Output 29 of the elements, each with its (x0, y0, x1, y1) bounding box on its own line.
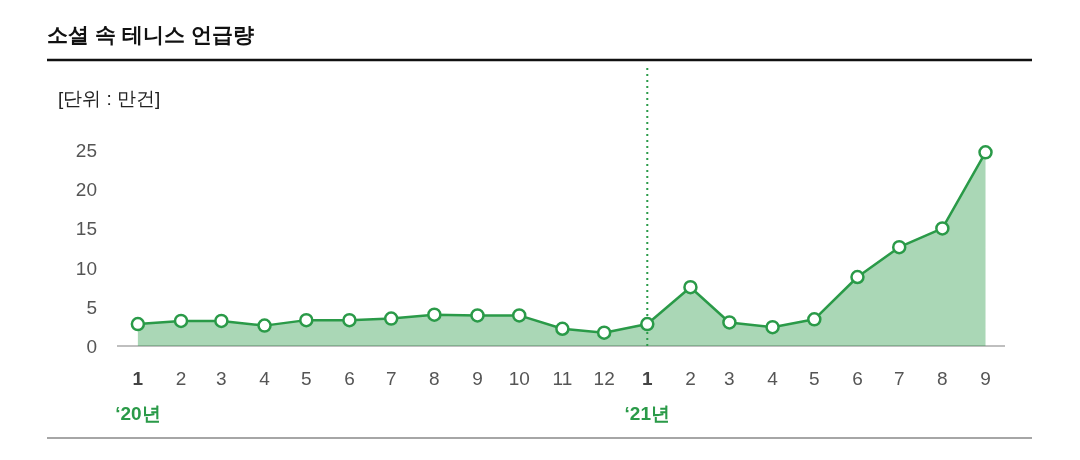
x-tick-label: 8 (429, 368, 440, 389)
x-tick-label: 10 (508, 368, 530, 389)
x-tick-label: 7 (385, 368, 397, 389)
x-tick-label: 3 (216, 368, 227, 389)
x-tick-label: 2 (175, 368, 187, 389)
title: 소셜 속 테니스 언급량 (47, 23, 254, 46)
y-tick-label: 0 (86, 335, 97, 357)
x-tick-label: 1 ‘20년 (115, 368, 161, 424)
x-tick-label: 5 (301, 368, 312, 389)
y-tick-label: 5 (86, 296, 97, 318)
x-tick-label: 4 (767, 368, 778, 389)
x-tick-label: 6 (852, 368, 863, 389)
x-tick-label: 11 (552, 368, 573, 389)
ylabel: [단위 : 만건] (58, 88, 161, 109)
x-tick-label: 12 (593, 368, 615, 389)
x-tick-label: 4 (259, 368, 270, 389)
y-tick-label: 10 (75, 257, 97, 279)
x-tick-label: 7 (893, 368, 905, 389)
y-tick-label: 25 (75, 139, 97, 161)
y-tick-label: 15 (75, 217, 97, 239)
x-tick-label: 6 (344, 368, 355, 389)
x-tick-label: 9 (472, 368, 483, 389)
x-tick-label: 5 (809, 368, 820, 389)
x-tick-label: 3 (724, 368, 735, 389)
x-tick-label: 1 ‘21년 (624, 368, 670, 424)
x-tick-label: 8 (937, 368, 948, 389)
y-tick-label: 20 (75, 178, 97, 200)
x-tick-label: 9 (980, 368, 991, 389)
x-tick-label: 2 (685, 368, 696, 389)
